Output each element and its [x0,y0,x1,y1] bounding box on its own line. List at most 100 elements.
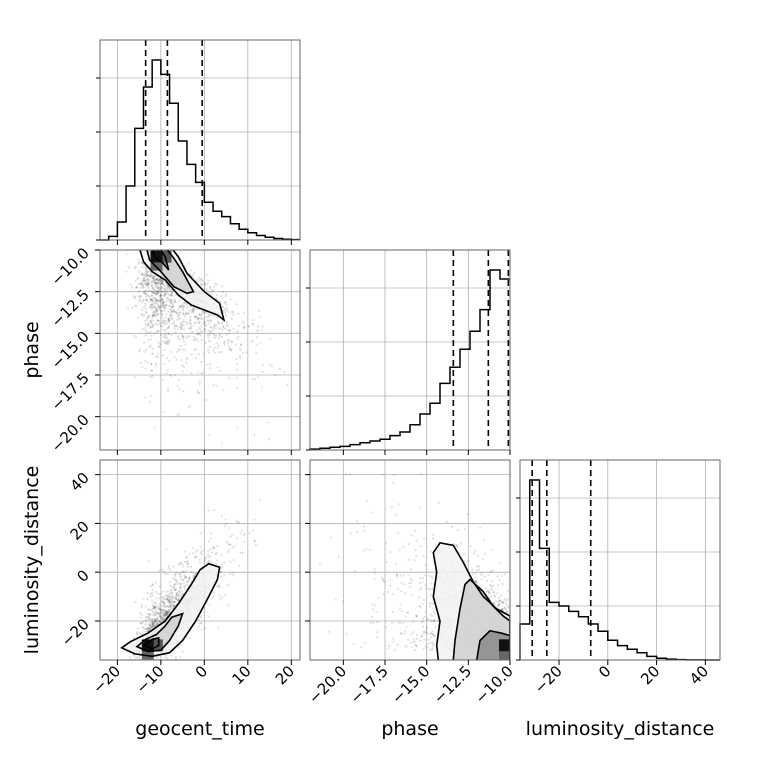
scatter-point [158,603,161,606]
scatter-point [158,279,161,282]
scatter-point [159,324,162,328]
scatter-point [157,305,160,308]
scatter-point [151,622,154,625]
scatter-point [157,283,160,286]
scatter-point [230,317,233,320]
scatter-point [365,548,368,551]
scatter-point [363,529,366,532]
scatter-point [158,620,161,624]
scatter-point [170,601,173,604]
scatter-point [189,319,192,322]
scatter-point [199,546,202,549]
scatter-point [164,294,167,297]
scatter-point [389,584,392,587]
scatter-point [128,663,130,665]
scatter-point [488,591,491,595]
scatter-point [220,515,224,518]
scatter-point [162,287,165,290]
scatter-point [375,610,378,613]
scatter-point [471,568,474,571]
scatter-point [218,336,221,340]
scatter-point [145,275,148,278]
scatter-point [146,271,149,274]
scatter-point [193,321,196,324]
scatter-point [427,574,431,577]
scatter-point [168,608,171,612]
scatter-point [415,633,419,637]
scatter-point [146,361,149,364]
scatter-point [226,321,229,324]
scatter-point [156,319,159,322]
y-tick-label: −20 [58,615,93,650]
scatter-point [429,593,432,597]
scatter-point [144,627,147,630]
scatter-point [201,330,204,333]
scatter-point [491,588,494,592]
scatter-point [165,612,168,616]
scatter-point [414,643,417,647]
panel-hist-phase [306,249,511,451]
scatter-point [424,610,427,614]
scatter-point [154,292,157,295]
scatter-point [167,593,170,596]
scatter-point [236,338,239,341]
scatter-point [156,303,159,306]
scatter-point [234,343,237,347]
scatter-point [175,593,178,596]
scatter-point [154,364,157,367]
scatter-point [200,278,203,281]
scatter-point [424,587,427,590]
scatter-point [214,297,217,300]
scatter-point [146,278,149,281]
scatter-point [185,306,188,309]
scatter-point [225,309,228,312]
scatter-point [154,602,158,605]
scatter-point [353,569,356,572]
scatter-point [376,631,379,634]
scatter-point [156,612,159,615]
scatter-point [212,595,215,598]
scatter-point [170,654,173,657]
scatter-point [153,310,156,313]
scatter-point [201,280,204,283]
scatter-point [221,306,225,309]
scatter-point [337,555,340,558]
scatter-point [396,587,399,590]
scatter-point [227,345,231,348]
scatter-point [140,308,143,311]
scatter-point [158,615,161,618]
scatter-point [141,613,144,616]
scatter-point [153,276,156,279]
scatter-point [163,612,166,615]
scatter-point [162,295,165,298]
scatter-point [155,299,158,302]
scatter-point [163,287,166,291]
scatter-point [168,359,171,362]
scatter-point [220,294,223,298]
scatter-point [433,619,436,622]
scatter-point [150,394,153,397]
scatter-point [223,344,226,347]
scatter-point [164,336,167,339]
scatter-point [152,291,155,294]
scatter-point [207,553,210,556]
scatter-point [149,620,152,623]
scatter-point [130,286,133,289]
scatter-point [149,298,153,301]
scatter-point [153,278,156,281]
scatter-point [213,285,216,288]
scatter-point [202,321,206,324]
scatter-point [196,389,199,392]
scatter-point [166,342,170,345]
scatter-point [237,564,241,567]
scatter-point [158,322,161,325]
scatter-point [226,550,230,554]
scatter-point [152,625,155,628]
scatter-point [172,309,175,313]
scatter-point [140,272,143,275]
scatter-point [483,575,486,578]
scatter-point [162,306,165,310]
scatter-point [158,345,161,348]
scatter-point [168,288,171,291]
scatter-point [150,369,153,372]
